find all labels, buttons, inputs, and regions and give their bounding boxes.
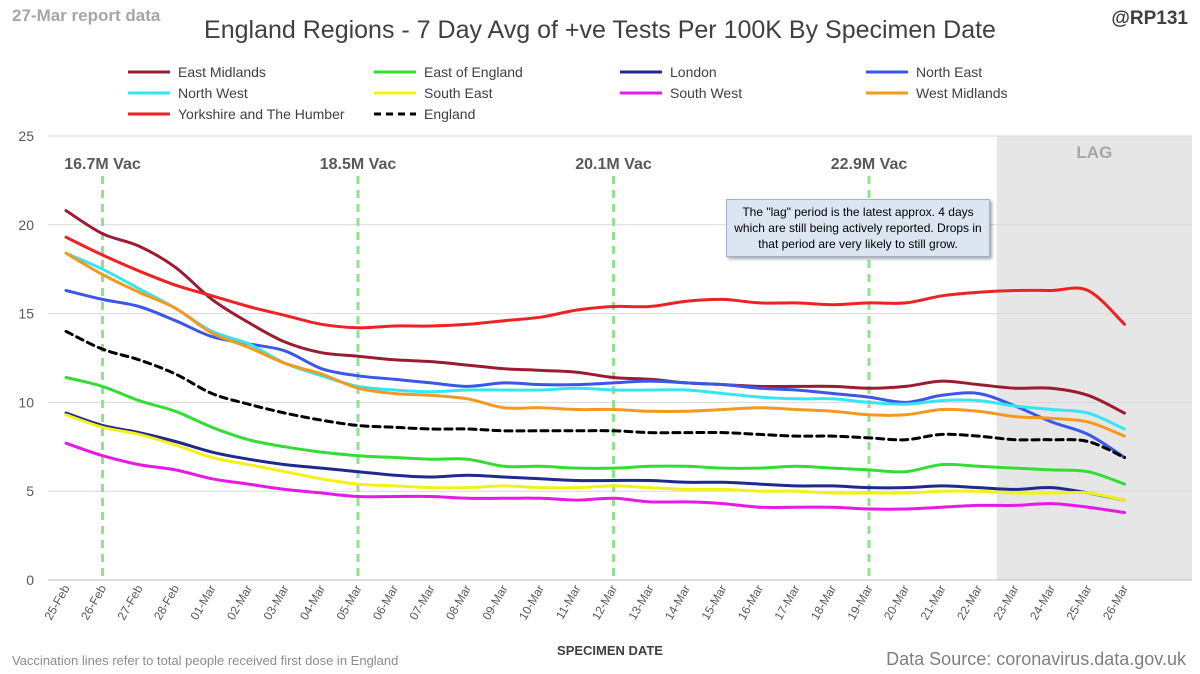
x-tick-label: 08-Mar (443, 583, 474, 623)
y-tick-label: 25 (18, 128, 34, 144)
x-tick-label: 26-Feb (78, 582, 109, 622)
x-tick-label: 24-Mar (1027, 583, 1058, 623)
series-lines (64, 209, 1126, 514)
x-tick-label: 03-Mar (260, 583, 291, 623)
legend-label: North West (178, 85, 248, 101)
author-handle: @RP131 (1111, 8, 1188, 29)
x-tick-label: 17-Mar (771, 583, 802, 623)
lag-region-layer: LAG (996, 136, 1192, 580)
legend-label: East of England (424, 64, 523, 80)
lag-region (996, 136, 1192, 580)
x-tick-label: 20-Mar (881, 583, 912, 623)
x-tick-label: 07-Mar (406, 583, 437, 623)
y-tick-label: 10 (18, 394, 34, 410)
legend: East Midlands East of England London North … (128, 64, 1008, 122)
x-tick-label: 11-Mar (553, 583, 584, 622)
legend-label: West Midlands (916, 85, 1008, 101)
x-tick-label: 27-Feb (114, 582, 145, 622)
legend-label: South East (424, 85, 493, 101)
legend-label: East Midlands (178, 64, 266, 80)
x-tick-label: 19-Mar (844, 583, 875, 623)
x-tick-label: 23-Mar (990, 583, 1021, 623)
x-tick-label: 21-Mar (917, 583, 948, 623)
vaccination-label: 22.9M Vac (831, 156, 908, 173)
x-tick-label: 09-Mar (479, 583, 510, 623)
report-date-tag: 27-Mar report data (12, 6, 161, 25)
series-line-south-west (64, 441, 1126, 514)
series-line-england (64, 329, 1126, 459)
x-tick-label: 16-Mar (735, 583, 766, 623)
x-axis-title: SPECIMEN DATE (557, 643, 663, 658)
x-tick-label: 15-Mar (698, 583, 729, 623)
x-tick-label: 10-Mar (516, 583, 547, 623)
vaccination-label: 16.7M Vac (64, 156, 141, 173)
series-line-south-east (64, 413, 1126, 502)
x-tick-label: 12-Mar (589, 583, 620, 623)
vaccination-label: 20.1M Vac (575, 156, 652, 173)
chart-title: England Regions - 7 Day Avg of +ve Tests… (204, 16, 996, 44)
vaccination-label: 18.5M Vac (320, 156, 397, 173)
legend-label: South West (670, 85, 742, 101)
x-tick-label: 01-Mar (187, 583, 218, 623)
legend-label: London (670, 64, 717, 80)
x-tick-label: 22-Mar (954, 583, 985, 623)
series-line-london (64, 411, 1126, 502)
x-tick-label: 06-Mar (370, 583, 401, 623)
x-tick-label: 18-Mar (808, 583, 839, 623)
x-tick-label: 02-Mar (224, 583, 255, 623)
x-tick-label: 13-Mar (625, 583, 656, 623)
x-tick-label: 25-Feb (41, 582, 72, 622)
x-tick-label: 14-Mar (662, 583, 693, 623)
lag-label: LAG (1076, 143, 1112, 162)
x-tick-label: 05-Mar (333, 583, 364, 623)
y-tick-label: 0 (26, 572, 34, 588)
series-line-east-midlands (64, 209, 1126, 415)
y-tick-label: 15 (18, 306, 34, 322)
x-tick-label: 28-Feb (151, 582, 182, 622)
legend-label: North East (916, 64, 982, 80)
series-line-east-of-england (64, 376, 1126, 486)
y-tick-label: 20 (18, 217, 34, 233)
data-source: Data Source: coronavirus.data.gov.uk (886, 649, 1186, 669)
x-tick-label: 04-Mar (297, 583, 328, 623)
x-tick-label: 25-Mar (1063, 583, 1094, 623)
x-tick-label: 26-Mar (1100, 583, 1131, 623)
series-line-north-west (64, 251, 1126, 431)
legend-label: Yorkshire and The Humber (178, 106, 345, 122)
series-line-west-midlands (64, 251, 1126, 438)
legend-label: England (424, 106, 475, 122)
series-line-yorkshire-and-the-humber (64, 235, 1126, 330)
vaccination-footnote: Vaccination lines refer to total people … (12, 653, 399, 668)
y-tick-label: 5 (26, 483, 34, 499)
lag-explanation-note: The "lag" period is the latest approx. 4… (726, 199, 990, 257)
